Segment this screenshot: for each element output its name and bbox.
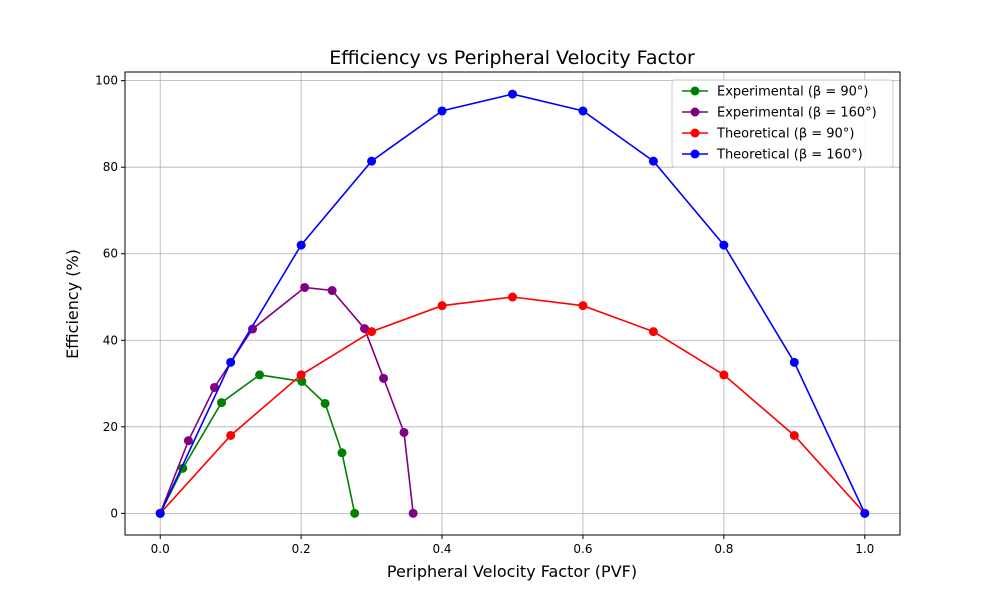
x-axis-ticks: 0.0 0.2 0.4 0.6 0.8 1.0 <box>151 535 874 556</box>
y-tick-label: 60 <box>103 247 118 261</box>
data-point <box>183 436 193 446</box>
data-point <box>320 398 330 408</box>
data-point <box>300 282 310 292</box>
data-point <box>508 89 517 99</box>
data-point <box>648 156 658 166</box>
data-point <box>408 508 418 518</box>
data-point <box>437 106 447 116</box>
data-point <box>155 508 165 518</box>
x-tick-label: 0.8 <box>714 542 733 556</box>
data-point <box>226 357 236 367</box>
x-tick-label: 0.2 <box>292 542 311 556</box>
chart-title: Efficiency vs Peripheral Velocity Factor <box>329 47 695 69</box>
data-point <box>789 430 799 440</box>
legend-marker <box>690 86 700 96</box>
data-point <box>860 508 870 518</box>
legend-marker <box>690 149 700 159</box>
legend-label: Experimental (β = 90°) <box>717 85 868 100</box>
data-point <box>578 301 588 311</box>
data-point <box>226 430 236 440</box>
legend-label: Experimental (β = 160°) <box>717 106 877 121</box>
legend: Experimental (β = 90°) Experimental (β = … <box>671 79 894 168</box>
y-tick-label: 20 <box>103 420 118 434</box>
data-point <box>209 382 219 392</box>
data-point <box>296 240 306 250</box>
legend-entry: Experimental (β = 90°) <box>682 85 868 100</box>
data-point <box>337 448 347 458</box>
legend-entry: Experimental (β = 160°) <box>682 106 877 121</box>
data-point <box>437 301 447 311</box>
data-point <box>367 156 377 166</box>
y-axis-label: Efficiency (%) <box>63 249 82 359</box>
series-3 <box>155 89 870 518</box>
data-point <box>248 324 258 334</box>
y-axis-ticks: 0 20 40 60 80 100 <box>95 74 125 520</box>
x-tick-label: 0.6 <box>573 542 592 556</box>
series-line <box>159 286 414 514</box>
legend-label: Theoretical (β = 160°) <box>716 148 863 163</box>
y-tick-label: 0 <box>110 506 118 520</box>
data-point <box>399 427 409 437</box>
x-tick-label: 1.0 <box>855 542 874 556</box>
series-1 <box>155 282 418 518</box>
x-axis-label: Peripheral Velocity Factor (PVF) <box>387 562 637 581</box>
data-point <box>327 286 337 296</box>
data-point <box>789 357 799 367</box>
data-point <box>719 240 729 250</box>
data-point <box>217 398 227 408</box>
series-line <box>159 296 866 514</box>
x-tick-label: 0.4 <box>432 542 451 556</box>
data-point <box>367 327 377 337</box>
data-point <box>350 508 360 518</box>
data-point <box>379 373 389 383</box>
legend-marker <box>690 107 700 117</box>
legend-label: Theoretical (β = 90°) <box>716 127 854 142</box>
data-point <box>578 106 588 116</box>
series-line <box>159 374 356 514</box>
data-point <box>719 370 729 380</box>
data-point <box>360 324 370 334</box>
legend-entry: Theoretical (β = 160°) <box>682 148 863 163</box>
legend-entry: Theoretical (β = 90°) <box>682 127 854 142</box>
data-point <box>296 370 306 380</box>
y-tick-label: 40 <box>103 333 118 347</box>
series-2 <box>155 292 870 518</box>
plot-frame <box>124 71 901 536</box>
data-point <box>648 327 658 337</box>
data-point <box>508 292 517 302</box>
plot-series <box>155 89 870 518</box>
legend-marker <box>690 128 700 138</box>
y-tick-label: 100 <box>95 74 118 88</box>
x-tick-label: 0.0 <box>151 542 170 556</box>
data-point <box>255 370 265 380</box>
legend-box <box>671 79 894 168</box>
data-point <box>297 376 307 386</box>
y-tick-label: 80 <box>103 160 118 174</box>
